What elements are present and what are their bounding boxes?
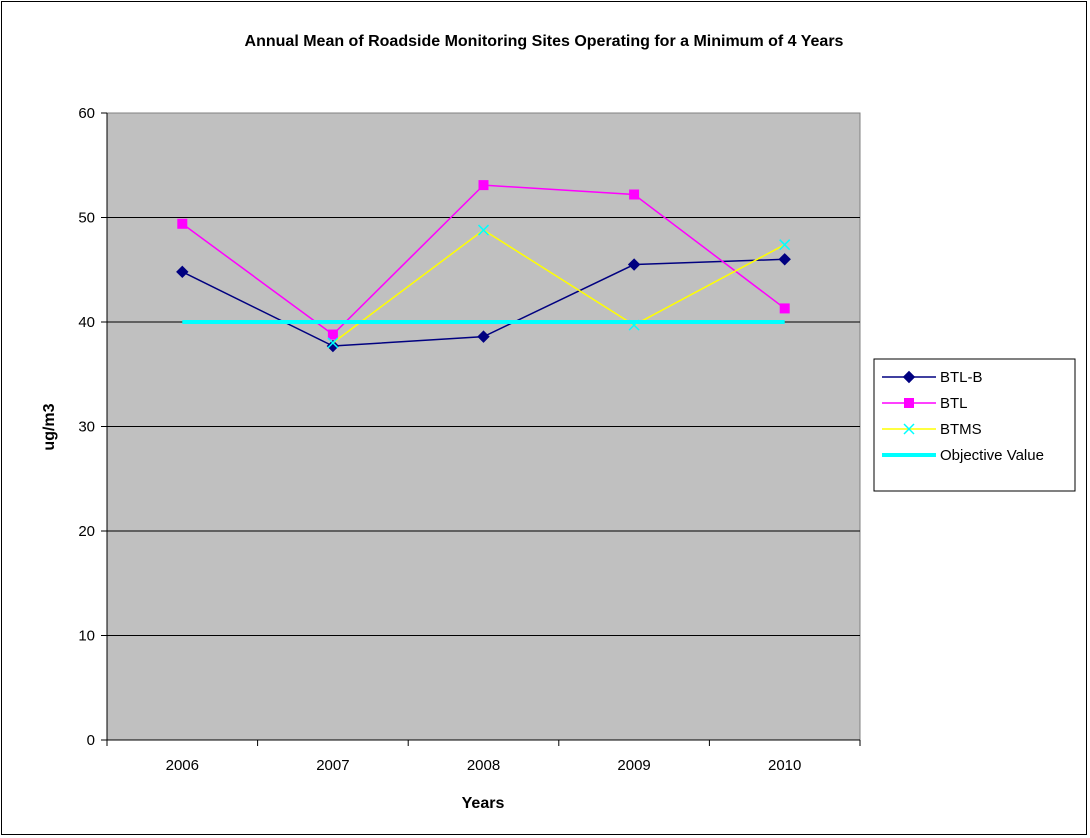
series-btms — [327, 224, 791, 349]
data-point-x — [779, 239, 791, 251]
y-tick-label: 10 — [78, 628, 95, 645]
x-tick-label: 2009 — [617, 757, 650, 774]
chart-title: Annual Mean of Roadside Monitoring Sites… — [245, 33, 844, 50]
legend-label: Objective Value — [940, 447, 1044, 464]
y-tick-label: 60 — [78, 105, 95, 122]
data-point-diamond — [477, 330, 490, 343]
legend-item: BTMS — [882, 421, 982, 438]
y-axis: 0 10 20 30 40 50 60 — [78, 105, 108, 749]
y-tick-label: 50 — [78, 210, 95, 227]
y-tick-label: 0 — [87, 732, 95, 749]
x-tick-label: 2006 — [166, 757, 199, 774]
data-point-square — [327, 329, 338, 340]
x-tick-label: 2008 — [467, 757, 500, 774]
data-point-diamond — [326, 339, 340, 353]
x-tick-label: 2007 — [316, 757, 349, 774]
data-point-x — [327, 337, 339, 349]
legend-item: BTL-B — [882, 369, 983, 386]
series-group — [176, 180, 791, 353]
x-tick-label: 2010 — [768, 757, 801, 774]
y-tick-label: 20 — [78, 523, 95, 540]
data-point-x — [903, 423, 915, 435]
series-line — [332, 229, 786, 344]
data-point-diamond — [778, 253, 791, 266]
data-point-square — [177, 218, 188, 229]
y-tick-label: 30 — [78, 419, 95, 436]
legend-label: BTL — [940, 395, 968, 412]
legend: BTL-B BTL BTMS Objective Value — [873, 358, 1076, 492]
data-point-square — [629, 189, 640, 200]
data-point-diamond — [176, 265, 189, 279]
series-btl — [177, 180, 790, 340]
legend-item: Objective Value — [882, 447, 1044, 464]
data-point-square — [904, 398, 914, 408]
y-axis-title: ug/m3 — [41, 403, 58, 450]
data-point-x — [477, 224, 490, 236]
x-axis-title: Years — [462, 795, 505, 812]
data-point-square — [478, 180, 489, 191]
legend-item: BTL — [882, 395, 968, 412]
x-axis: 2006 2007 2008 2009 2010 — [106, 739, 861, 774]
legend-label: BTL-B — [940, 369, 983, 386]
y-tick-label: 40 — [78, 314, 95, 331]
data-point-square — [779, 303, 790, 314]
data-point-diamond — [627, 258, 641, 271]
legend-label: BTMS — [940, 421, 982, 438]
data-point-diamond — [902, 370, 916, 384]
